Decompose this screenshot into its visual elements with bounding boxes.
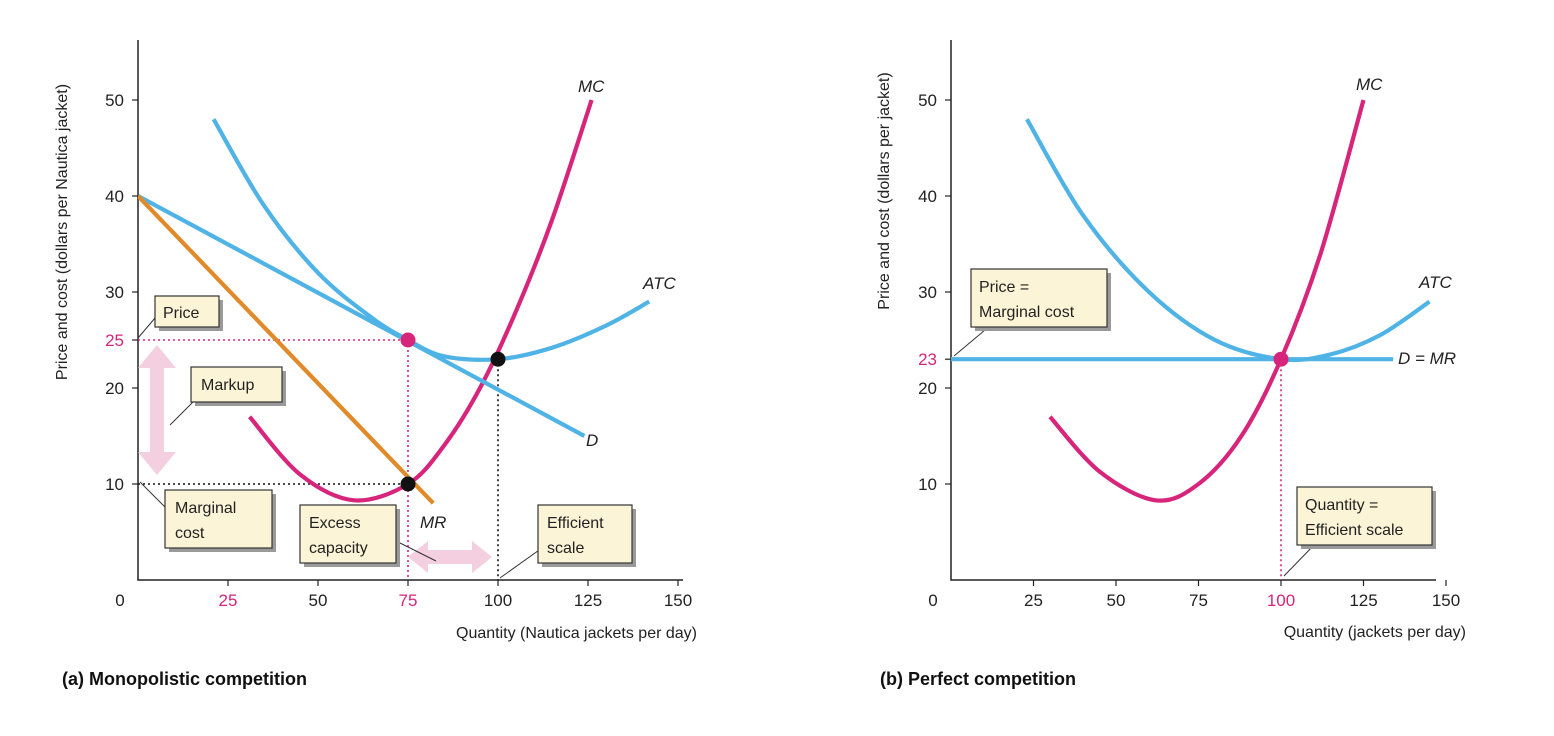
atc-label-b: ATC [1418, 273, 1452, 292]
panel-a-y-axis-title: Price and cost (dollars per Nautica jack… [54, 84, 71, 380]
panel-b-y-ticks: 10 20 23 30 40 50 [918, 91, 951, 494]
panel-b-x-ticks: 0 25 50 75 100 125 150 [928, 580, 1460, 610]
mr-label-a: MR [420, 513, 446, 532]
x-tick-label: 75 [1189, 591, 1208, 610]
quantity-equals-efficient-box: Quantity = Efficient scale [1296, 486, 1436, 549]
y-tick-label: 50 [105, 91, 124, 110]
series-line-atc [211, 118, 651, 362]
y-tick-label: 40 [105, 187, 124, 206]
y-tick-label: 40 [918, 187, 937, 206]
data-point [400, 476, 416, 492]
y-tick-label: 23 [918, 350, 937, 369]
panel-b-x-axis-title: Quantity (jackets per day) [1284, 624, 1466, 641]
y-tick-label: 10 [105, 475, 124, 494]
markup-box: Markup [190, 366, 286, 406]
excess-capacity-box: Excess capacity [299, 504, 400, 567]
quantity-leader-b [1283, 544, 1315, 577]
series-line-d [138, 194, 586, 438]
panel-a-guide-lines [138, 339, 499, 580]
panel-b-y-axis-title: Price and cost (dollars per jacket) [876, 72, 893, 309]
d-mr-label-b: D = MR [1398, 349, 1456, 368]
price-leader-b [953, 329, 986, 357]
efficient-scale-box-line-1: Efficient [547, 515, 604, 532]
efficient-scale-box-a: Efficient scale [537, 504, 636, 567]
y-tick-label: 10 [918, 475, 937, 494]
marginal-cost-leader [139, 481, 166, 508]
panel-a-monopolistic-competition: 10 20 25 30 40 50 0 25 50 75 100 125 150 MC ATC D M… [54, 40, 697, 689]
price-equals-mc-box: Price = Marginal cost [970, 268, 1111, 331]
price-box-text: Price [163, 305, 200, 322]
series-line-mc [1048, 99, 1366, 503]
excess-capacity-double-arrow [408, 541, 492, 573]
x-tick-label: 50 [1107, 591, 1126, 610]
markup-double-arrow [138, 345, 176, 475]
x-tick-label: 150 [664, 591, 692, 610]
x-tick-label: 100 [484, 591, 512, 610]
panel-b-series [951, 99, 1431, 503]
x-tick-label: 0 [115, 591, 124, 610]
marginal-cost-box-line-2: cost [175, 525, 205, 542]
x-tick-label: 50 [309, 591, 328, 610]
x-tick-label: 125 [574, 591, 602, 610]
markup-leader [169, 401, 194, 426]
panel-a-y-ticks: 10 20 25 30 40 50 [105, 91, 138, 494]
x-tick-label: 0 [928, 591, 937, 610]
excess-capacity-box-line-2: capacity [309, 540, 368, 557]
panel-b-points [1273, 351, 1289, 367]
price-equals-mc-line-2: Marginal cost [979, 304, 1075, 321]
y-tick-label: 25 [105, 331, 124, 350]
y-tick-label: 30 [105, 283, 124, 302]
x-tick-label: 25 [219, 591, 238, 610]
x-tick-label: 100 [1267, 591, 1295, 610]
x-tick-label: 125 [1349, 591, 1377, 610]
excess-capacity-leader [397, 541, 437, 562]
mc-label-a: MC [578, 77, 605, 96]
price-leader-a [137, 317, 156, 339]
efficient-scale-box-line-2: scale [547, 540, 584, 557]
d-label-a: D [586, 431, 598, 450]
data-point [1273, 351, 1289, 367]
panel-b-axes [950, 40, 1436, 581]
mc-label-b: MC [1356, 75, 1383, 94]
y-tick-label: 30 [918, 283, 937, 302]
data-point [490, 351, 506, 367]
marginal-cost-box-line-1: Marginal [175, 500, 236, 517]
series-line-mc [248, 99, 594, 503]
price-box-a: Price [154, 295, 223, 331]
panel-b-perfect-competition: 10 20 23 30 40 50 0 25 50 75 100 125 150 MC ATC D =… [876, 40, 1466, 689]
y-tick-label: 20 [918, 379, 937, 398]
quantity-box-line-2: Efficient scale [1305, 522, 1404, 539]
atc-label-a: ATC [642, 274, 676, 293]
markup-box-text: Markup [201, 377, 254, 394]
panel-b-caption: (b) Perfect competition [880, 669, 1076, 689]
panel-a-caption: (a) Monopolistic competition [62, 669, 307, 689]
price-equals-mc-line-1: Price = [979, 279, 1029, 296]
panel-a-axes [137, 40, 683, 581]
panel-a-x-axis-title: Quantity (Nautica jackets per day) [456, 625, 697, 642]
panel-a-points [400, 332, 506, 492]
excess-capacity-box-line-1: Excess [309, 515, 361, 532]
marginal-cost-box: Marginal cost [164, 489, 276, 552]
data-point [400, 332, 416, 348]
x-tick-label: 75 [399, 591, 418, 610]
efficient-scale-leader-a [499, 547, 543, 579]
x-tick-label: 25 [1024, 591, 1043, 610]
y-tick-label: 20 [105, 379, 124, 398]
panel-a-x-ticks: 0 25 50 75 100 125 150 [115, 580, 692, 610]
x-tick-label: 150 [1432, 591, 1460, 610]
series-line-atc [1025, 118, 1431, 363]
y-tick-label: 50 [918, 91, 937, 110]
quantity-box-line-1: Quantity = [1305, 497, 1378, 514]
series-line-mr [138, 194, 435, 505]
